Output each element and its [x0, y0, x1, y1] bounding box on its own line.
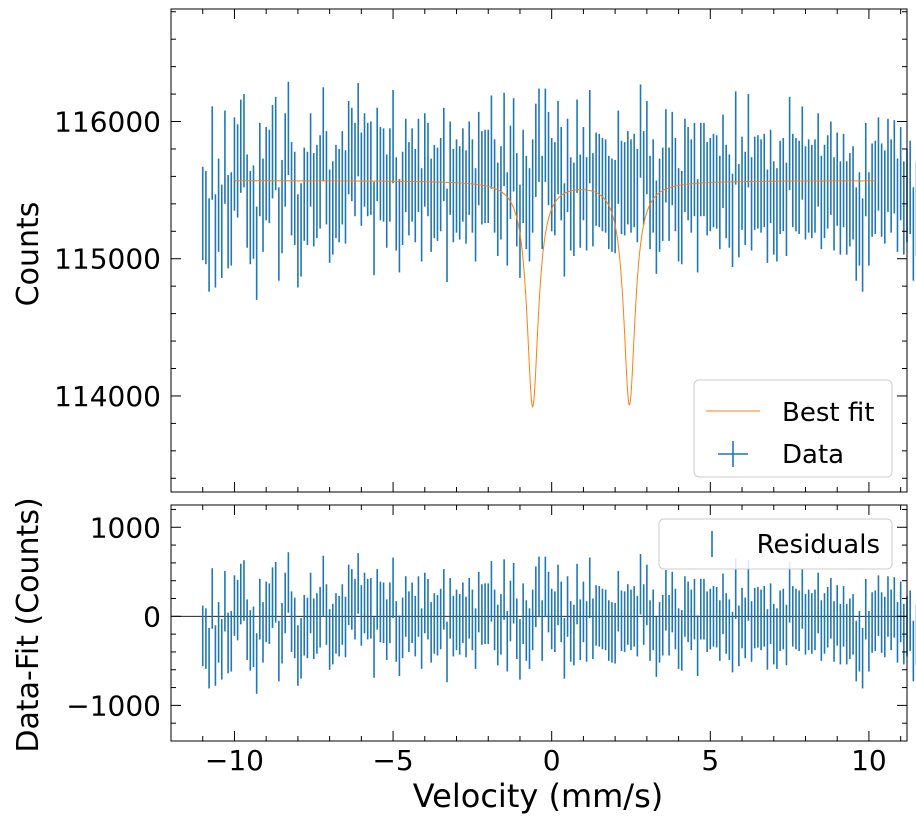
main-axes-frame [170, 8, 908, 493]
x-tick-label: −5 [372, 744, 413, 777]
x-tick-label: −10 [205, 744, 264, 777]
y-tick-label: 1000 [90, 511, 161, 544]
main-y-tick-labels: 114000 115000 116000 [54, 106, 161, 413]
main-legend: Best fit Data [693, 379, 893, 478]
residual-panel: −1000 0 1000 −10 −5 0 5 10 Data-Fit (Counts) V… [11, 497, 916, 815]
x-tick-labels: −10 −5 0 5 10 [205, 744, 887, 777]
residual-axis-ticks [170, 505, 907, 742]
residual-y-tick-labels: −1000 0 1000 [66, 511, 161, 722]
residual-axes-frame [170, 504, 908, 742]
main-legend-box [693, 379, 893, 478]
residual-legend-box [658, 518, 893, 570]
x-tick-label: 0 [543, 744, 561, 777]
data-errorbars [201, 81, 916, 300]
y-tick-label: 115000 [54, 243, 161, 276]
data-legend-label: Data [782, 440, 844, 470]
y-tick-label: 114000 [54, 380, 161, 413]
x-axis-label: Velocity (mm/s) [413, 777, 663, 815]
best-fit-legend-label: Best fit [782, 398, 874, 428]
best-fit-line [234, 180, 876, 409]
x-tick-label: 5 [701, 744, 719, 777]
residual-legend: Residuals [658, 518, 893, 570]
y-tick-label: −1000 [66, 689, 161, 722]
residuals-legend-label: Residuals [757, 530, 880, 560]
main-panel: 114000 115000 116000 Counts Best fit Data [11, 8, 916, 493]
y-tick-label: 116000 [54, 106, 161, 139]
main-y-axis-label: Counts [11, 202, 46, 307]
residual-y-axis-label: Data-Fit (Counts) [11, 497, 46, 752]
residual-errorbars [201, 552, 916, 694]
main-axis-ticks [170, 9, 907, 492]
y-tick-label: 0 [143, 600, 161, 633]
x-tick-label: 10 [851, 744, 887, 777]
